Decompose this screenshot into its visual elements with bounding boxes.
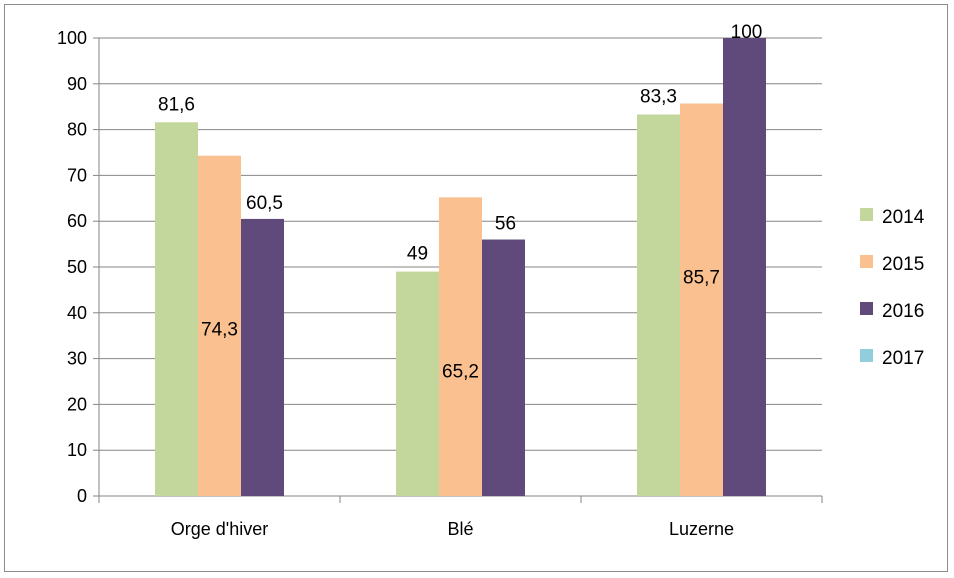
data-label: 74,3 — [201, 320, 238, 341]
tick-labels: 0 10 20 30 40 50 60 70 80 90 100 Orge d'hiver Blé Luz… — [57, 28, 734, 539]
y-tick-label: 60 — [67, 211, 87, 231]
legend-swatch — [860, 208, 873, 221]
x-tick-label: Orge d'hiver — [171, 519, 268, 539]
legend-swatch — [860, 349, 873, 362]
bar — [396, 271, 439, 496]
legend-swatch — [860, 302, 873, 315]
bar — [723, 38, 766, 496]
data-label: 56 — [495, 214, 516, 235]
data-label: 100 — [731, 22, 763, 43]
y-tick-label: 90 — [67, 74, 87, 94]
bar — [155, 122, 198, 496]
y-tick-label: 0 — [77, 486, 87, 506]
bar — [637, 114, 680, 497]
bar — [241, 218, 284, 496]
bar-chart: 81,6 74,3 60,5 49 65,2 56 83,3 85,7 100 0 10 20 30 4… — [57, 22, 925, 539]
y-tick-label: 100 — [57, 28, 87, 48]
legend-label: 2017 — [882, 348, 924, 369]
y-tick-label: 70 — [67, 165, 87, 185]
y-tick-label: 50 — [67, 257, 87, 277]
legend-label: 2016 — [882, 301, 924, 322]
y-tick-label: 40 — [67, 303, 87, 323]
bar — [680, 103, 723, 496]
y-tick-label: 10 — [67, 440, 87, 460]
legend-label: 2014 — [882, 207, 925, 228]
bar — [439, 197, 482, 496]
data-label: 65,2 — [442, 361, 479, 382]
legend: 2014 2015 2016 2017 — [860, 207, 925, 369]
x-tick-label: Luzerne — [669, 519, 734, 539]
chart-frame: 81,6 74,3 60,5 49 65,2 56 83,3 85,7 100 0 10 20 30 4… — [4, 4, 948, 572]
bar — [198, 155, 241, 496]
y-tick-label: 20 — [67, 394, 87, 414]
legend-swatch — [860, 255, 873, 268]
legend-label: 2015 — [882, 254, 924, 275]
y-tick-label: 80 — [67, 120, 87, 140]
data-label: 81,6 — [158, 94, 195, 115]
data-labels: 81,6 74,3 60,5 49 65,2 56 83,3 85,7 100 — [158, 22, 762, 382]
data-label: 85,7 — [683, 267, 720, 288]
data-label: 49 — [407, 244, 428, 265]
bar — [482, 239, 525, 496]
bars — [155, 38, 766, 497]
data-label: 60,5 — [246, 193, 283, 214]
data-label: 83,3 — [640, 86, 677, 107]
y-tick-label: 30 — [67, 349, 87, 369]
x-tick-label: Blé — [447, 519, 473, 539]
